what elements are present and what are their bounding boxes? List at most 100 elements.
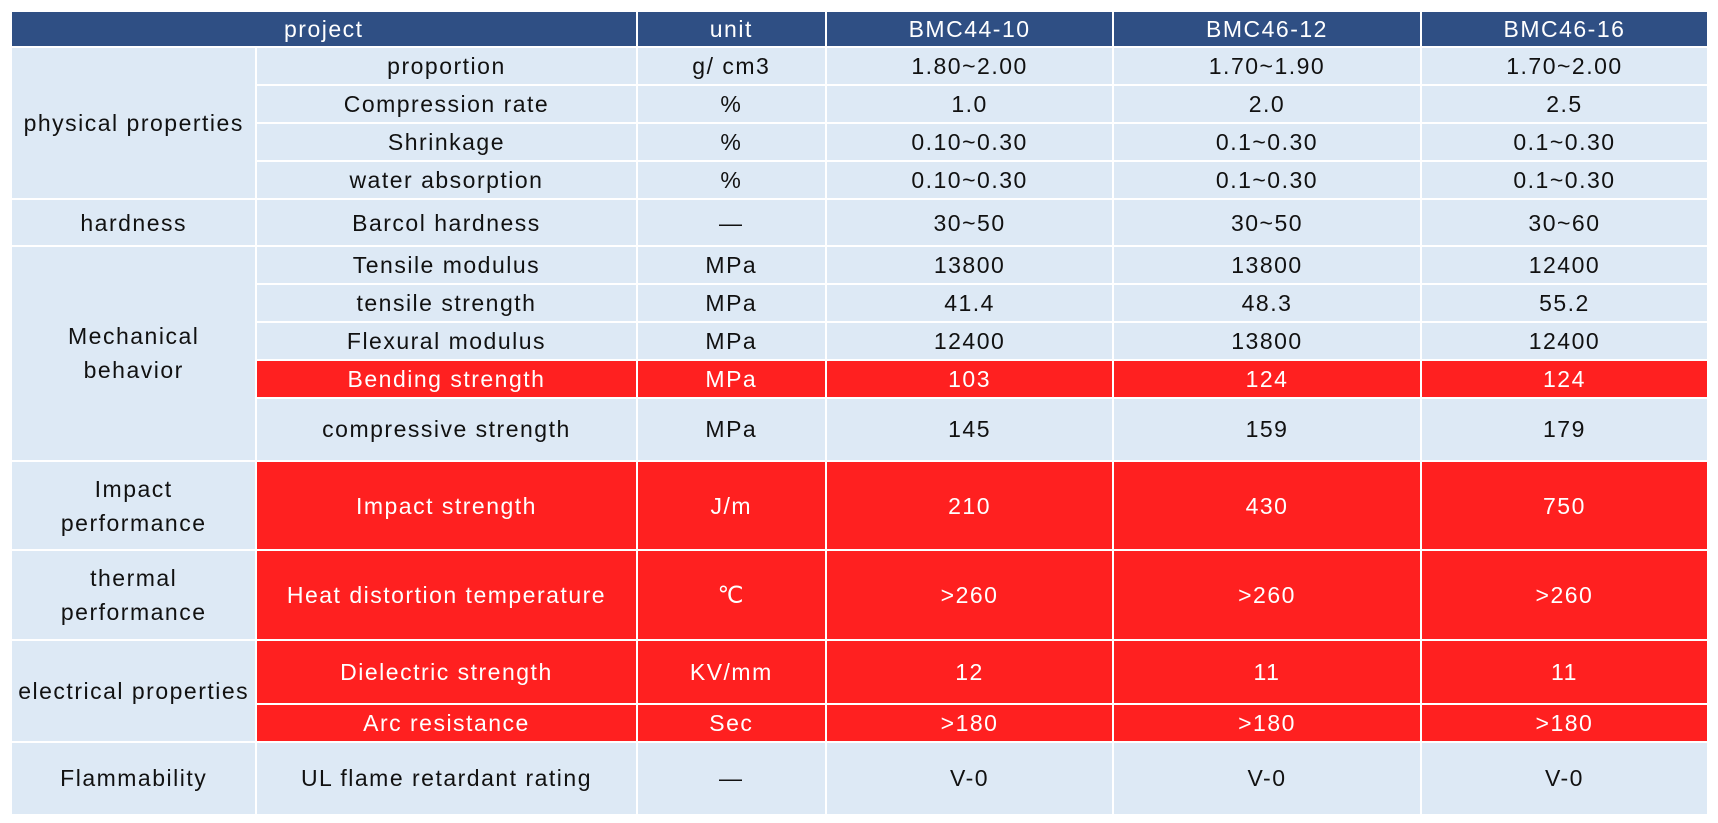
property-cell: Bending strength bbox=[255, 359, 638, 400]
value-cell: 750 bbox=[1419, 459, 1710, 552]
value-cell: 1.0 bbox=[825, 84, 1115, 125]
group-impact: Impact performance bbox=[9, 459, 258, 552]
value-cell: 48.3 bbox=[1112, 282, 1422, 324]
value-cell: 30~50 bbox=[1112, 198, 1422, 247]
table-row: Flexural modulus MPa 12400 13800 12400 bbox=[11, 320, 1710, 362]
table-row-highlighted: electrical properties Dielectric strengt… bbox=[9, 639, 1710, 743]
group-physical: physical properties bbox=[9, 45, 258, 201]
unit-cell: Sec bbox=[635, 702, 828, 743]
value-cell: 0.10~0.30 bbox=[825, 160, 1115, 201]
value-cell: 124 bbox=[1112, 359, 1422, 400]
unit-cell: — bbox=[635, 740, 828, 817]
property-cell: UL flame retardant rating bbox=[255, 740, 638, 817]
value-cell: 0.1~0.30 bbox=[1112, 160, 1422, 201]
value-cell: 1.70~2.00 bbox=[1419, 45, 1710, 87]
value-cell: 430 bbox=[1112, 459, 1422, 552]
property-cell: Heat distortion temperature bbox=[255, 549, 638, 642]
table-row: water absorption % 0.10~0.30 0.1~0.30 0.… bbox=[11, 160, 1710, 201]
property-cell: Arc resistance bbox=[255, 702, 638, 743]
property-cell: Flexural modulus bbox=[255, 320, 638, 362]
unit-cell: — bbox=[635, 198, 828, 247]
table-row: compressive strength MPa 145 159 179 bbox=[11, 397, 1710, 462]
unit-cell: ℃ bbox=[635, 549, 828, 642]
value-cell: 1.70~1.90 bbox=[1112, 45, 1422, 87]
header-unit: unit bbox=[635, 10, 828, 48]
value-cell: >260 bbox=[825, 549, 1115, 642]
value-cell: 12400 bbox=[1419, 244, 1710, 285]
header-grade-2: BMC46-12 bbox=[1112, 10, 1422, 48]
header-project: project bbox=[10, 10, 638, 48]
header-grade-1: BMC44-10 bbox=[825, 10, 1115, 48]
table-row-highlighted: thermal performance Heat distortion temp… bbox=[9, 549, 1710, 642]
unit-cell: g/ cm3 bbox=[635, 45, 828, 87]
value-cell: 2.5 bbox=[1419, 84, 1710, 125]
value-cell: 210 bbox=[825, 459, 1115, 552]
header-row: project unit BMC44-10 BMC46-12 BMC46-16 bbox=[10, 10, 1710, 48]
value-cell: 179 bbox=[1419, 397, 1710, 462]
value-cell: 30~50 bbox=[825, 198, 1115, 247]
value-cell: 145 bbox=[825, 397, 1115, 462]
value-cell: 12400 bbox=[1419, 320, 1710, 362]
value-cell: 2.0 bbox=[1112, 84, 1422, 125]
value-cell: 13800 bbox=[825, 244, 1115, 285]
value-cell: >260 bbox=[1112, 549, 1422, 642]
value-cell: 30~60 bbox=[1419, 198, 1710, 247]
table-row-highlighted: Arc resistance Sec >180 >180 >180 bbox=[11, 702, 1710, 743]
value-cell: 41.4 bbox=[825, 282, 1115, 324]
value-cell: >180 bbox=[1419, 702, 1710, 743]
value-cell: 55.2 bbox=[1419, 282, 1710, 324]
property-cell: Compression rate bbox=[255, 84, 638, 125]
table-row: Shrinkage % 0.10~0.30 0.1~0.30 0.1~0.30 bbox=[11, 122, 1710, 163]
value-cell: >180 bbox=[825, 702, 1115, 743]
value-cell: 0.10~0.30 bbox=[825, 122, 1115, 163]
table-row: hardness Barcol hardness — 30~50 30~50 3… bbox=[9, 198, 1710, 247]
value-cell: 159 bbox=[1112, 397, 1422, 462]
property-cell: tensile strength bbox=[255, 282, 638, 324]
value-cell: 124 bbox=[1419, 359, 1710, 400]
value-cell: V-0 bbox=[825, 740, 1115, 817]
unit-cell: MPa bbox=[635, 359, 828, 400]
value-cell: 11 bbox=[1419, 639, 1710, 705]
header-grade-3: BMC46-16 bbox=[1419, 10, 1710, 48]
value-cell: >260 bbox=[1419, 549, 1710, 642]
value-cell: 12 bbox=[825, 639, 1115, 705]
property-cell: Barcol hardness bbox=[255, 198, 638, 247]
table-row: Compression rate % 1.0 2.0 2.5 bbox=[11, 84, 1710, 125]
unit-cell: MPa bbox=[635, 244, 828, 285]
value-cell: V-0 bbox=[1419, 740, 1710, 817]
unit-cell: MPa bbox=[635, 397, 828, 462]
table-row: tensile strength MPa 41.4 48.3 55.2 bbox=[11, 282, 1710, 324]
unit-cell: MPa bbox=[635, 320, 828, 362]
group-electrical: electrical properties bbox=[9, 639, 258, 743]
property-cell: compressive strength bbox=[255, 397, 638, 462]
property-cell: proportion bbox=[255, 45, 638, 87]
unit-cell: J/m bbox=[635, 459, 828, 552]
unit-cell: MPa bbox=[635, 282, 828, 324]
table-row-highlighted: Impact performance Impact strength J/m 2… bbox=[9, 459, 1710, 552]
group-flammability: Flammability bbox=[9, 740, 258, 817]
property-cell: water absorption bbox=[255, 160, 638, 201]
group-hardness: hardness bbox=[9, 198, 258, 247]
property-cell: Shrinkage bbox=[255, 122, 638, 163]
table-row: Flammability UL flame retardant rating —… bbox=[9, 740, 1710, 817]
value-cell: >180 bbox=[1112, 702, 1422, 743]
property-cell: Impact strength bbox=[255, 459, 638, 552]
value-cell: 0.1~0.30 bbox=[1419, 122, 1710, 163]
value-cell: 13800 bbox=[1112, 244, 1422, 285]
value-cell: 1.80~2.00 bbox=[825, 45, 1115, 87]
property-cell: Dielectric strength bbox=[255, 639, 638, 705]
property-cell: Tensile modulus bbox=[255, 244, 638, 285]
value-cell: 11 bbox=[1112, 639, 1422, 705]
unit-cell: % bbox=[635, 122, 828, 163]
group-thermal: thermal performance bbox=[9, 549, 258, 642]
table-row: physical properties proportion g/ cm3 1.… bbox=[9, 45, 1710, 201]
table-row-highlighted: Bending strength MPa 103 124 124 bbox=[11, 359, 1710, 400]
unit-cell: % bbox=[635, 160, 828, 201]
value-cell: 0.1~0.30 bbox=[1419, 160, 1710, 201]
group-mechanical: Mechanical behavior bbox=[9, 244, 258, 462]
value-cell: 0.1~0.30 bbox=[1112, 122, 1422, 163]
unit-cell: KV/mm bbox=[635, 639, 828, 705]
value-cell: 12400 bbox=[825, 320, 1115, 362]
value-cell: V-0 bbox=[1112, 740, 1422, 817]
bmc-properties-table: project unit BMC44-10 BMC46-12 BMC46-16 … bbox=[9, 10, 1710, 817]
